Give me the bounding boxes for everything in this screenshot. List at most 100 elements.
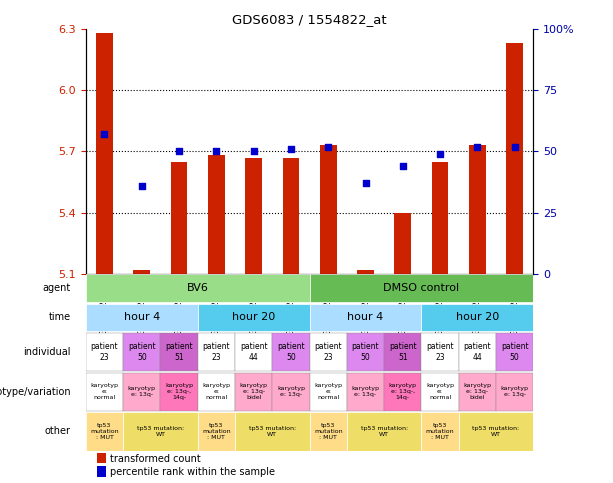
Text: karyotyp
e: 13q-: karyotyp e: 13q-: [501, 386, 528, 397]
Bar: [197, 333, 235, 371]
Text: patient
23: patient 23: [202, 342, 230, 362]
Point: [398, 162, 408, 170]
Point: [174, 147, 184, 155]
Text: tp53
mutation
: MUT: tp53 mutation : MUT: [90, 423, 119, 440]
Text: agent: agent: [43, 284, 71, 293]
Bar: [394, 213, 411, 274]
Text: genotype/variation: genotype/variation: [0, 387, 71, 397]
Bar: [170, 162, 188, 274]
Bar: [197, 303, 310, 331]
Text: patient
50: patient 50: [128, 342, 156, 362]
Bar: [235, 372, 272, 411]
Point: [435, 150, 445, 158]
Text: karyotyp
e: 13q-: karyotyp e: 13q-: [351, 386, 379, 397]
Bar: [134, 270, 150, 274]
Text: karyotyp
e: 13q-,
14q-: karyotyp e: 13q-, 14q-: [165, 384, 193, 400]
Bar: [96, 33, 113, 274]
Text: hour 20: hour 20: [455, 313, 499, 323]
Bar: [310, 274, 533, 302]
Point: [211, 147, 221, 155]
Bar: [86, 333, 123, 371]
Title: GDS6083 / 1554822_at: GDS6083 / 1554822_at: [232, 14, 387, 27]
Text: BV6: BV6: [187, 284, 208, 293]
Bar: [283, 157, 299, 274]
Bar: [123, 372, 161, 411]
Bar: [432, 162, 449, 274]
Bar: [421, 412, 459, 451]
Bar: [496, 333, 533, 371]
Bar: [320, 145, 337, 274]
Bar: [421, 333, 459, 371]
Text: karyotyp
e:
normal: karyotyp e: normal: [314, 384, 342, 400]
Bar: [235, 412, 310, 451]
Bar: [347, 412, 421, 451]
Text: patient
44: patient 44: [463, 342, 491, 362]
Bar: [459, 333, 496, 371]
Text: tp53
mutation
: MUT: tp53 mutation : MUT: [202, 423, 230, 440]
Bar: [469, 145, 485, 274]
Bar: [384, 333, 421, 371]
Text: tp53 mutation:
WT: tp53 mutation: WT: [249, 426, 296, 437]
Text: karyotyp
e: 13q-,
14q-: karyotyp e: 13q-, 14q-: [389, 384, 417, 400]
Bar: [421, 372, 459, 411]
Text: tp53 mutation:
WT: tp53 mutation: WT: [360, 426, 408, 437]
Bar: [357, 270, 374, 274]
Text: patient
44: patient 44: [240, 342, 267, 362]
Text: tp53
mutation
: MUT: tp53 mutation : MUT: [426, 423, 454, 440]
Point: [510, 142, 520, 150]
Text: karyotyp
e: 13q-
bidel: karyotyp e: 13q- bidel: [463, 384, 492, 400]
Text: tp53 mutation:
WT: tp53 mutation: WT: [473, 426, 520, 437]
Bar: [86, 303, 197, 331]
Bar: [272, 333, 310, 371]
Text: patient
51: patient 51: [166, 342, 193, 362]
Point: [249, 147, 259, 155]
Text: patient
50: patient 50: [277, 342, 305, 362]
Bar: [86, 274, 310, 302]
Text: percentile rank within the sample: percentile rank within the sample: [110, 467, 275, 477]
Bar: [459, 372, 496, 411]
Text: other: other: [45, 426, 71, 437]
Bar: [310, 412, 347, 451]
Bar: [310, 303, 421, 331]
Text: karyotyp
e:
normal: karyotyp e: normal: [202, 384, 230, 400]
Bar: [161, 333, 197, 371]
Point: [473, 142, 482, 150]
Bar: [347, 333, 384, 371]
Bar: [161, 372, 197, 411]
Text: patient
51: patient 51: [389, 342, 417, 362]
Text: individual: individual: [23, 347, 71, 357]
Point: [99, 130, 109, 138]
Bar: [123, 412, 197, 451]
Text: hour 4: hour 4: [348, 313, 384, 323]
Text: karyotyp
e:
normal: karyotyp e: normal: [91, 384, 118, 400]
Text: tp53
mutation
: MUT: tp53 mutation : MUT: [314, 423, 343, 440]
Text: karyotyp
e:
normal: karyotyp e: normal: [426, 384, 454, 400]
Bar: [97, 453, 106, 464]
Text: patient
23: patient 23: [91, 342, 118, 362]
Bar: [384, 372, 421, 411]
Text: hour 20: hour 20: [232, 313, 275, 323]
Bar: [421, 303, 533, 331]
Bar: [197, 372, 235, 411]
Point: [323, 142, 333, 150]
Text: tp53 mutation:
WT: tp53 mutation: WT: [137, 426, 184, 437]
Bar: [459, 412, 533, 451]
Bar: [310, 372, 347, 411]
Bar: [97, 466, 106, 477]
Text: patient
50: patient 50: [501, 342, 528, 362]
Text: karyotyp
e: 13q-
bidel: karyotyp e: 13q- bidel: [240, 384, 268, 400]
Point: [286, 145, 296, 153]
Text: karyotyp
e: 13q-: karyotyp e: 13q-: [277, 386, 305, 397]
Bar: [123, 333, 161, 371]
Text: transformed count: transformed count: [110, 454, 201, 464]
Text: karyotyp
e: 13q-: karyotyp e: 13q-: [128, 386, 156, 397]
Bar: [86, 372, 123, 411]
Bar: [245, 157, 262, 274]
Text: time: time: [49, 313, 71, 323]
Bar: [496, 372, 533, 411]
Text: patient
23: patient 23: [314, 342, 342, 362]
Point: [137, 182, 147, 189]
Bar: [272, 372, 310, 411]
Bar: [197, 412, 235, 451]
Bar: [235, 333, 272, 371]
